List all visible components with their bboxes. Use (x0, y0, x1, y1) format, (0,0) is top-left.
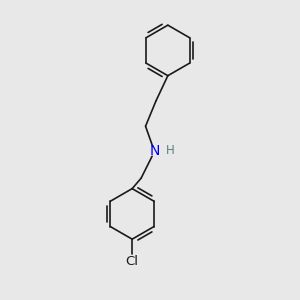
Text: N: N (149, 145, 160, 158)
Text: H: H (166, 144, 174, 158)
Text: Cl: Cl (126, 255, 139, 268)
